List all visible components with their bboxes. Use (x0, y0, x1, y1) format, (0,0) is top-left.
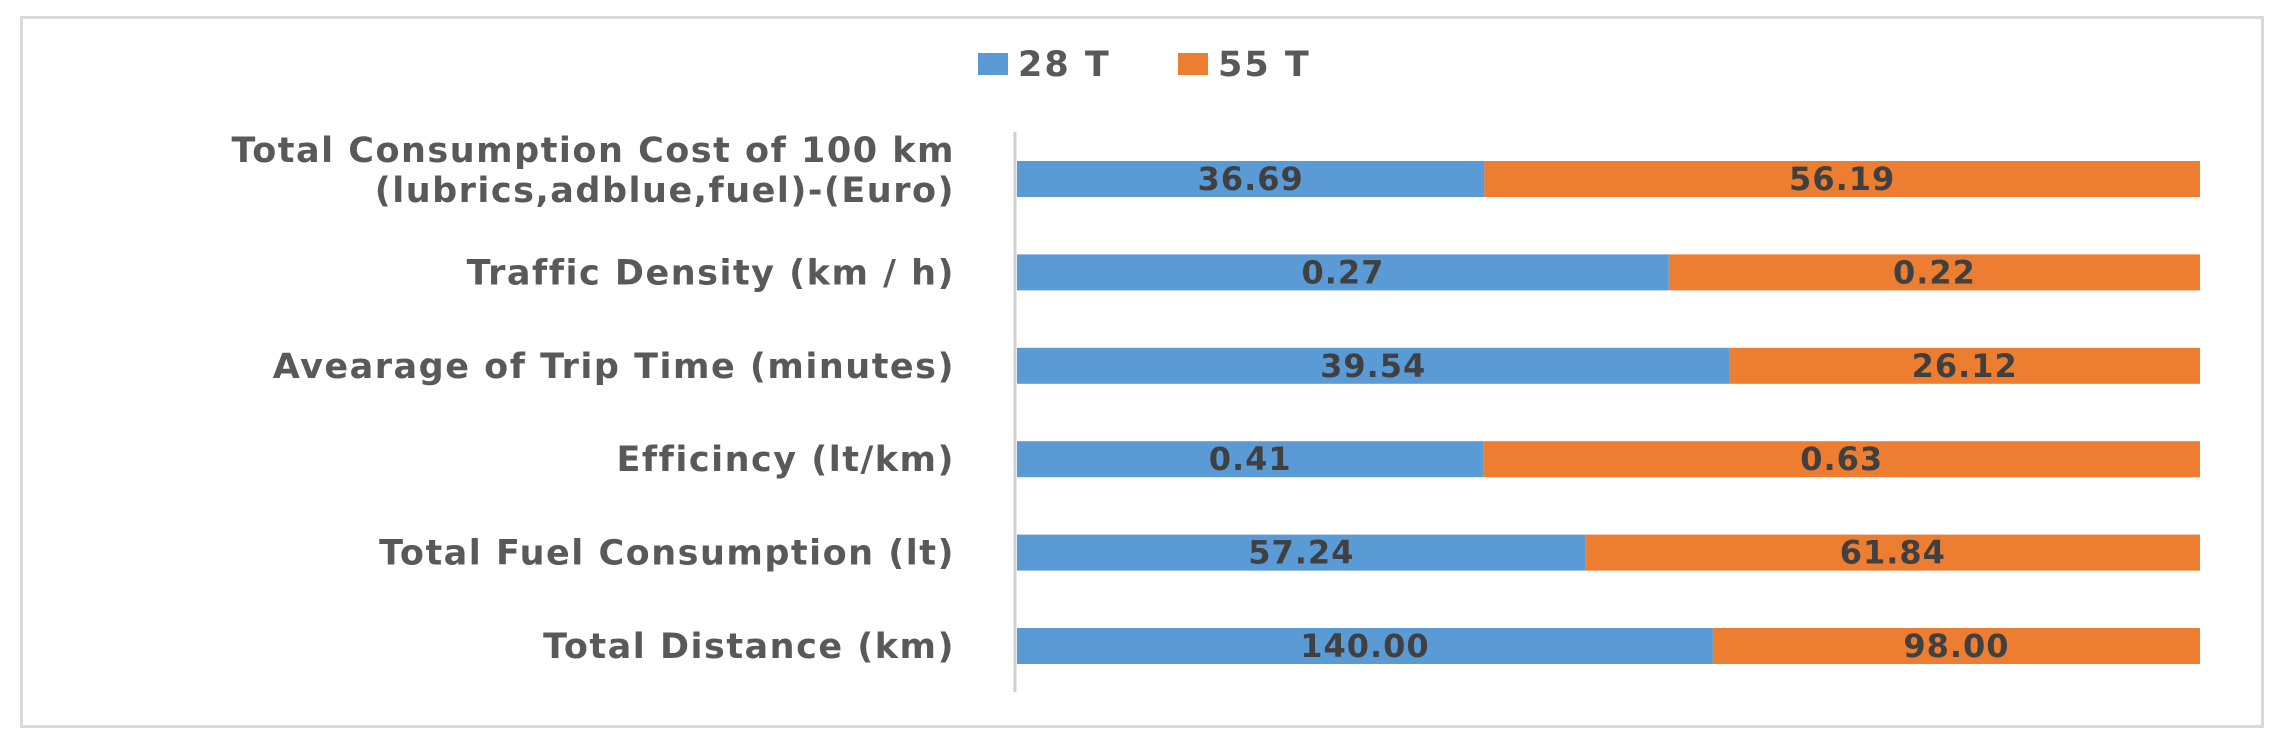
bar-2-series-2 (1668, 254, 2200, 291)
data-label-3-series-1: 39.54 (1320, 347, 1426, 385)
data-label-5-series-1: 57.24 (1248, 534, 1354, 572)
bars: 36.69 56.19 0.27 0.22 39.54 26.12 0.41 0.63 57.2… (1017, 160, 2200, 665)
data-label-5-series-2: 61.84 (1840, 534, 1946, 572)
bar-6-series-2 (1712, 628, 2200, 664)
category-label-1-line-2: (lubrics,adblue,fuel)-(Euro) (375, 171, 955, 211)
legend-label-2: 55 T (1218, 45, 1311, 85)
data-label-4-series-2: 0.63 (1800, 440, 1883, 478)
bar-1-series-1 (1017, 161, 1485, 197)
data-label-2-series-2: 0.22 (1893, 253, 1976, 291)
bar-3-series-2 (1729, 347, 2200, 384)
category-label-6: Total Distance (km) (543, 627, 955, 667)
bar-1-series-2 (1484, 161, 2200, 197)
legend-swatch-2 (1178, 53, 1208, 75)
data-label-1-series-2: 56.19 (1789, 160, 1895, 198)
category-label-5: Total Fuel Consumption (lt) (379, 534, 955, 574)
bar-5-series-1 (1017, 534, 1586, 571)
data-label-3-series-2: 26.12 (1912, 347, 2018, 385)
category-labels: Total Consumption Cost of 100 km(lubrics… (231, 131, 955, 667)
bar-5-series-2 (1585, 534, 2200, 571)
data-label-6-series-2: 98.00 (1903, 627, 2009, 665)
category-label-1-line-1: Total Consumption Cost of 100 km (231, 131, 955, 171)
bar-3-series-1 (1017, 347, 1730, 384)
bar-4-series-1 (1017, 441, 1484, 478)
legend-swatch-1 (978, 53, 1008, 75)
legend: 28 T 55 T (978, 45, 1311, 85)
data-label-2-series-1: 0.27 (1301, 253, 1384, 291)
bar-6-series-1 (1017, 628, 1713, 664)
data-label-4-series-1: 0.41 (1209, 440, 1292, 478)
data-label-6-series-1: 140.00 (1300, 627, 1429, 665)
bar-2-series-1 (1017, 254, 1669, 291)
bar-4-series-2 (1483, 441, 2200, 478)
category-label-3: Avearage of Trip Time (minutes) (273, 347, 955, 387)
category-label-4: Efficincy (lt/km) (616, 440, 955, 480)
legend-label-1: 28 T (1018, 45, 1111, 85)
category-label-2: Traffic Density (km / h) (467, 253, 955, 293)
data-label-1-series-1: 36.69 (1198, 160, 1304, 198)
